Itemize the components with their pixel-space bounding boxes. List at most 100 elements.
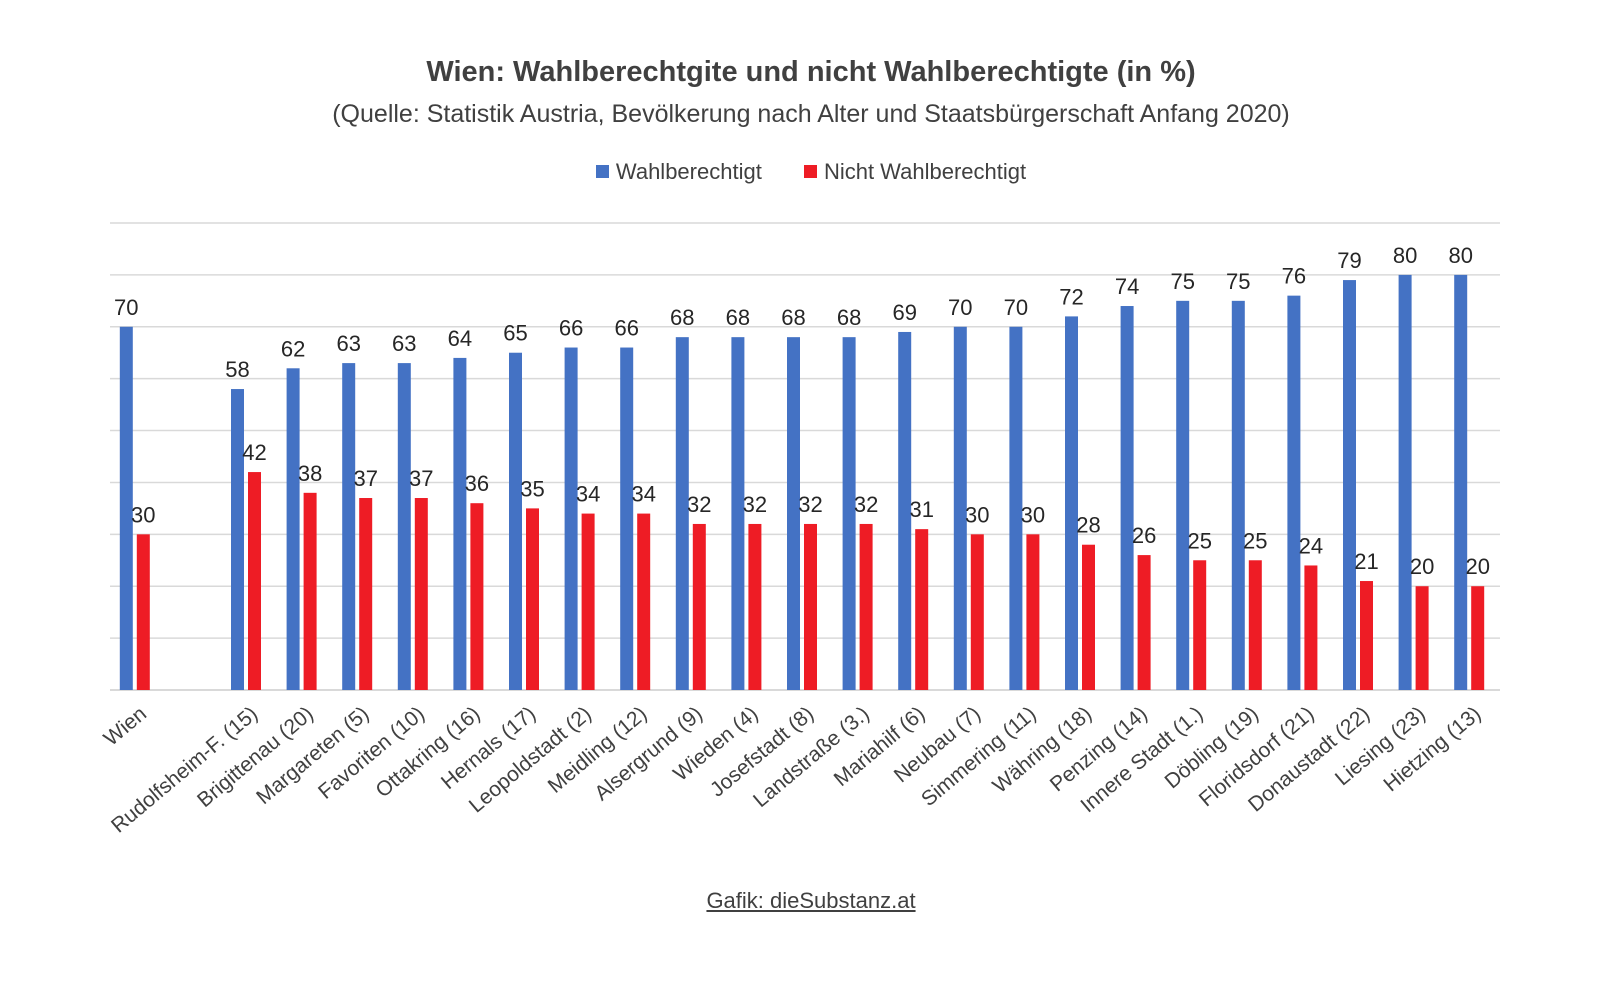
- data-label: 28: [1076, 513, 1100, 538]
- data-label: 69: [892, 300, 916, 325]
- data-label: 32: [798, 492, 822, 517]
- data-label: 68: [837, 305, 861, 330]
- data-label: 66: [559, 316, 583, 341]
- data-label: 25: [1187, 528, 1211, 553]
- bar-wahlberechtigt: [453, 357, 467, 690]
- bar-wahlberechtigt: [953, 326, 967, 690]
- bar-wahlberechtigt: [1120, 306, 1134, 690]
- legend-item-wahlberechtigt: Wahlberechtigt: [595, 158, 762, 185]
- data-label: 70: [948, 295, 972, 320]
- data-label: 63: [336, 331, 360, 356]
- data-label: 65: [503, 321, 527, 346]
- data-label: 34: [631, 482, 655, 507]
- data-label: 70: [114, 295, 138, 320]
- chart-subtitle: (Quelle: Statistik Austria, Bevölkerung …: [332, 100, 1290, 128]
- bar-nicht-wahlberechtigt: [1304, 565, 1318, 690]
- data-label: 76: [1282, 264, 1306, 289]
- data-label: 38: [298, 461, 322, 486]
- data-label: 24: [1299, 533, 1323, 558]
- bar-nicht-wahlberechtigt: [1193, 560, 1207, 690]
- data-label: 32: [687, 492, 711, 517]
- data-label: 26: [1132, 523, 1156, 548]
- bar-nicht-wahlberechtigt: [1137, 555, 1151, 690]
- bar-wahlberechtigt: [397, 363, 411, 690]
- bar-wahlberechtigt: [1287, 295, 1301, 690]
- bar-wahlberechtigt: [231, 389, 244, 690]
- bar-wahlberechtigt: [898, 331, 912, 690]
- bar-wahlberechtigt: [1398, 274, 1412, 690]
- data-label: 36: [465, 471, 489, 496]
- bar-wahlberechtigt: [675, 337, 689, 690]
- bar-nicht-wahlberechtigt: [526, 508, 539, 690]
- bar-nicht-wahlberechtigt: [1082, 544, 1095, 690]
- bar-nicht-wahlberechtigt: [136, 534, 150, 690]
- bar-nicht-wahlberechtigt: [748, 523, 762, 690]
- bar-wahlberechtigt: [119, 326, 133, 690]
- bar-wahlberechtigt: [842, 337, 856, 690]
- bar-nicht-wahlberechtigt: [804, 523, 817, 690]
- bar-nicht-wahlberechtigt: [637, 513, 651, 690]
- data-label: 72: [1059, 284, 1083, 309]
- bar-wahlberechtigt: [620, 347, 634, 690]
- bar-wahlberechtigt: [731, 337, 745, 690]
- chart-footer-credit: Gafik: dieSubstanz.at: [706, 888, 916, 913]
- bar-wahlberechtigt: [1454, 274, 1468, 690]
- data-label: 30: [1021, 502, 1045, 527]
- bar-nicht-wahlberechtigt: [1415, 586, 1429, 690]
- chart-legend: Wahlberechtigt Nicht Wahlberechtigt: [0, 158, 1622, 185]
- bar-wahlberechtigt: [1343, 280, 1356, 690]
- bar-nicht-wahlberechtigt: [859, 523, 873, 690]
- data-label: 64: [448, 326, 472, 351]
- bar-wahlberechtigt: [509, 352, 522, 690]
- bar-nicht-wahlberechtigt: [1471, 586, 1485, 690]
- chart-title: Wien: Wahlberechtgite und nicht Wahlbere…: [426, 56, 1196, 88]
- data-label: 25: [1243, 528, 1267, 553]
- data-label: 30: [131, 502, 155, 527]
- data-label: 37: [353, 466, 377, 491]
- data-label: 58: [225, 357, 249, 382]
- bar-nicht-wahlberechtigt: [248, 472, 261, 690]
- data-label: 20: [1465, 554, 1489, 579]
- data-label: 21: [1354, 549, 1378, 574]
- bar-nicht-wahlberechtigt: [581, 513, 595, 690]
- data-label: 75: [1170, 269, 1194, 294]
- data-label: 68: [726, 305, 750, 330]
- bar-nicht-wahlberechtigt: [359, 498, 373, 690]
- legend-label-wahlberechtigt: Wahlberechtigt: [615, 158, 762, 184]
- legend-label-nicht-wahlberechtigt: Nicht Wahlberechtigt: [823, 158, 1027, 184]
- data-label: 68: [670, 305, 694, 330]
- bar-wahlberechtigt: [1009, 326, 1023, 690]
- bar-nicht-wahlberechtigt: [1360, 581, 1373, 690]
- data-label: 20: [1410, 554, 1434, 579]
- x-tick-label: Wien: [100, 702, 151, 750]
- bar-nicht-wahlberechtigt: [1248, 560, 1262, 690]
- bar-wahlberechtigt: [1065, 316, 1078, 690]
- data-label: 32: [743, 492, 767, 517]
- bar-wahlberechtigt: [564, 347, 578, 690]
- bar-nicht-wahlberechtigt: [970, 534, 984, 690]
- bar-nicht-wahlberechtigt: [915, 529, 929, 690]
- data-label: 68: [781, 305, 805, 330]
- bar-nicht-wahlberechtigt: [692, 523, 706, 690]
- data-label: 34: [576, 482, 600, 507]
- bar-nicht-wahlberechtigt: [1026, 534, 1040, 690]
- bar-wahlberechtigt: [342, 363, 356, 690]
- bar-wahlberechtigt: [286, 368, 300, 690]
- data-label: 42: [242, 440, 266, 465]
- bar-wahlberechtigt: [1176, 300, 1190, 690]
- legend-swatch-wahlberechtigt: [595, 165, 609, 178]
- data-label: 62: [281, 336, 305, 361]
- data-label: 30: [965, 502, 989, 527]
- data-label: 63: [392, 331, 416, 356]
- data-label: 80: [1393, 243, 1417, 268]
- legend-swatch-nicht-wahlberechtigt: [803, 165, 817, 178]
- x-tick-label: Hietzing (13): [1379, 702, 1485, 796]
- data-label: 70: [1004, 295, 1028, 320]
- data-label: 32: [854, 492, 878, 517]
- data-label: 35: [520, 476, 544, 501]
- data-label: 74: [1115, 274, 1139, 299]
- bar-nicht-wahlberechtigt: [414, 498, 428, 690]
- data-label: 80: [1448, 243, 1472, 268]
- legend-item-nicht-wahlberechtigt: Nicht Wahlberechtigt: [803, 158, 1027, 185]
